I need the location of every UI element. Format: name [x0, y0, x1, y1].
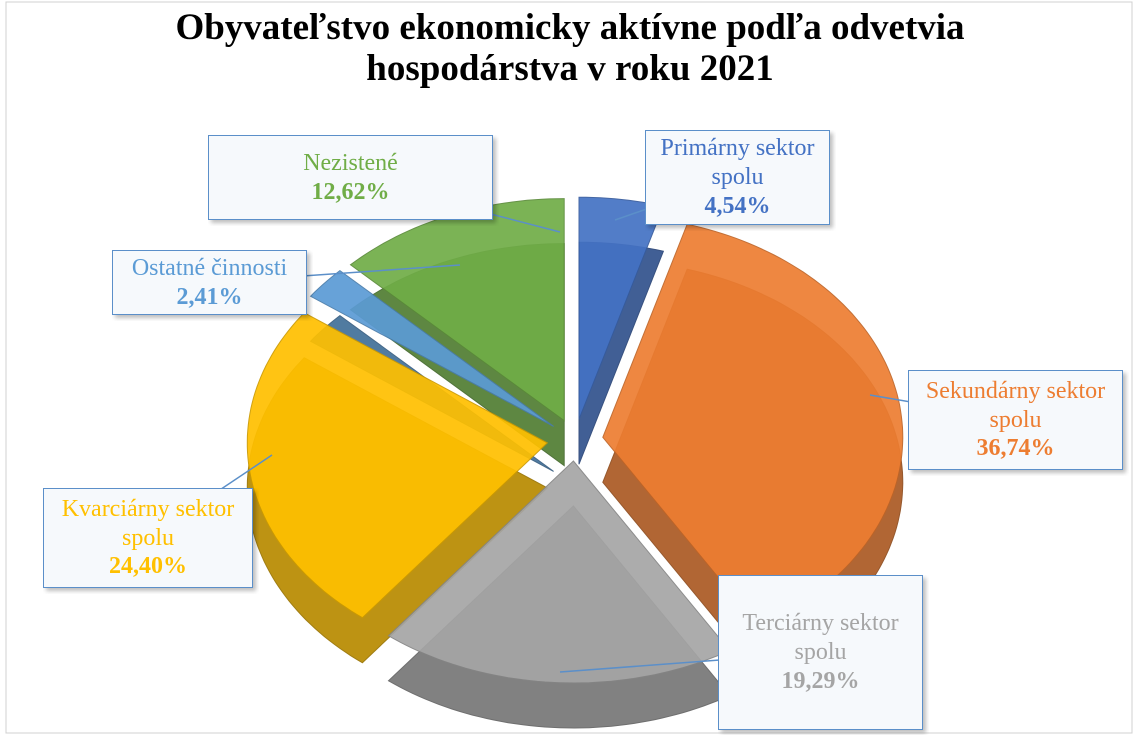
value-label: 36,74% [976, 435, 1055, 462]
category-label: Sekundárny sektor spolu [925, 377, 1106, 433]
data-label-box: Nezistené 12,62% [208, 135, 493, 220]
title-holder: Obyvateľstvo ekonomicky aktívne podľa od… [175, 8, 965, 89]
value-label: 24,40% [109, 553, 187, 580]
value-label: 12,62% [311, 178, 390, 205]
category-label: Nezistené [303, 149, 398, 176]
data-label-box: Ostatné činnosti 2,41% [112, 250, 307, 315]
category-label: Kvarciárny sektor spolu [61, 495, 235, 551]
category-label: Terciárny sektor spolu [742, 610, 899, 666]
slice [246, 312, 549, 619]
slice [309, 269, 554, 427]
value-label: 4,54% [704, 192, 771, 219]
data-label-box: Kvarciárny sektor spolu 24,40% [43, 488, 253, 588]
data-label-box: Terciárny sektor spolu 19,29% [718, 575, 923, 730]
data-label-box: Primárny sektor spolu 4,54% [645, 130, 830, 225]
data-label-box: Sekundárny sektor spolu 36,74% [908, 370, 1123, 470]
slice [387, 460, 731, 684]
slice [602, 223, 904, 628]
value-label: 19,29% [781, 667, 860, 694]
category-label: Ostatné činnosti [131, 254, 288, 281]
value-label: 2,41% [176, 283, 243, 310]
chart-title: Obyvateľstvo ekonomicky aktívne podľa od… [175, 8, 965, 89]
category-label: Primárny sektor spolu [660, 135, 815, 191]
